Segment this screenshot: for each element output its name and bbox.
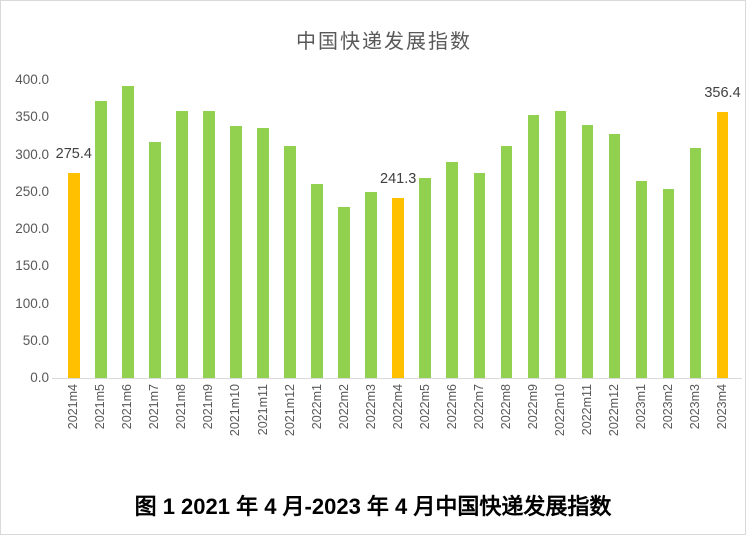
bar-2022m11 — [581, 124, 594, 378]
x-tick-label-2022m10: 2022m10 — [552, 384, 567, 437]
bar-2023m4 — [716, 112, 729, 378]
y-tick-label-400.0: 400.0 — [15, 72, 49, 87]
bar-2021m9 — [203, 110, 215, 378]
x-tick-label-2021m7: 2021m7 — [147, 384, 162, 430]
figure-caption: 图 1 2021 年 4 月-2023 年 4 月中国快递发展指数 — [134, 494, 612, 519]
x-tick-label-2022m9: 2022m9 — [525, 384, 540, 430]
y-tick-label-150.0: 150.0 — [15, 258, 49, 274]
bar-2022m12 — [608, 133, 621, 378]
x-tick-label-2022m12: 2022m12 — [606, 384, 621, 437]
data-label-2021m4: 275.4 — [55, 145, 92, 162]
bar-2022m6 — [446, 161, 458, 378]
bar-2021m4 — [68, 172, 80, 378]
bar-2022m10 — [554, 111, 567, 378]
bar-2022m5 — [419, 177, 431, 378]
y-tick-label-100.0: 100.0 — [15, 295, 49, 311]
bar-2023m2 — [662, 188, 675, 378]
y-tick-label-0.0: 0.0 — [30, 370, 49, 385]
x-tick-label-2022m11: 2022m11 — [579, 384, 594, 436]
x-tick-label-2022m4: 2022m4 — [390, 384, 405, 430]
x-tick-label-2022m2: 2022m2 — [336, 384, 351, 430]
y-tick-label-300.0: 300.0 — [15, 146, 49, 162]
bar-2021m11 — [257, 128, 269, 378]
bar-2023m3 — [689, 147, 702, 378]
bar-2022m1 — [311, 184, 323, 378]
data-label-2022m4: 241.3 — [380, 171, 417, 188]
y-tick-label-250.0: 250.0 — [15, 183, 49, 199]
bar-2021m5 — [95, 100, 107, 378]
x-tick-label-2022m3: 2022m3 — [363, 384, 378, 430]
bar-2023m1 — [635, 181, 648, 378]
x-tick-label-2021m10: 2021m10 — [228, 384, 243, 437]
bar-2021m12 — [284, 145, 296, 378]
y-tick-label-200.0: 200.0 — [15, 221, 49, 236]
bar-2022m4 — [392, 198, 404, 378]
x-tick-label-2023m1: 2023m1 — [633, 384, 648, 430]
x-tick-label-2021m11: 2021m11 — [255, 384, 270, 436]
bar-2021m7 — [149, 141, 161, 378]
x-tick-label-2021m12: 2021m12 — [282, 384, 297, 437]
y-tick-label-350.0: 350.0 — [15, 109, 49, 125]
x-tick-label-2023m2: 2023m2 — [660, 384, 675, 430]
x-tick-label-2021m4: 2021m4 — [66, 384, 81, 430]
x-tick-label-2022m1: 2022m1 — [309, 384, 324, 430]
x-tick-label-2022m8: 2022m8 — [498, 384, 513, 430]
x-axis-line — [52, 378, 742, 379]
bar-chart-plot-area: 0.0 50.0 100.0 150.0 200.0 250.0 300.0 350.0 400… — [1, 1, 746, 481]
bar-2022m7 — [473, 173, 485, 378]
x-tick-label-2022m6: 2022m6 — [444, 384, 459, 430]
x-tick-label-2022m5: 2022m5 — [417, 384, 432, 430]
bar-2021m8 — [176, 111, 188, 378]
bar-2021m10 — [230, 126, 242, 378]
bar-2022m3 — [365, 191, 377, 378]
x-tick-label-2021m6: 2021m6 — [120, 384, 135, 430]
bar-2022m9 — [527, 115, 540, 378]
x-tick-label-2023m3: 2023m3 — [687, 384, 702, 430]
bar-2022m2 — [338, 207, 350, 378]
x-tick-label-2023m4: 2023m4 — [715, 384, 730, 430]
bar-2022m8 — [500, 145, 513, 378]
y-tick-label-50.0: 50.0 — [22, 332, 49, 348]
x-tick-label-2021m9: 2021m9 — [201, 384, 216, 430]
bar-2021m6 — [122, 85, 134, 378]
data-label-2023m4: 356.4 — [704, 85, 741, 102]
x-tick-label-2022m7: 2022m7 — [471, 384, 486, 430]
chart-title: 中国快递发展指数 — [296, 31, 472, 53]
x-tick-label-2021m5: 2021m5 — [93, 384, 108, 430]
x-tick-label-2021m8: 2021m8 — [174, 384, 189, 430]
